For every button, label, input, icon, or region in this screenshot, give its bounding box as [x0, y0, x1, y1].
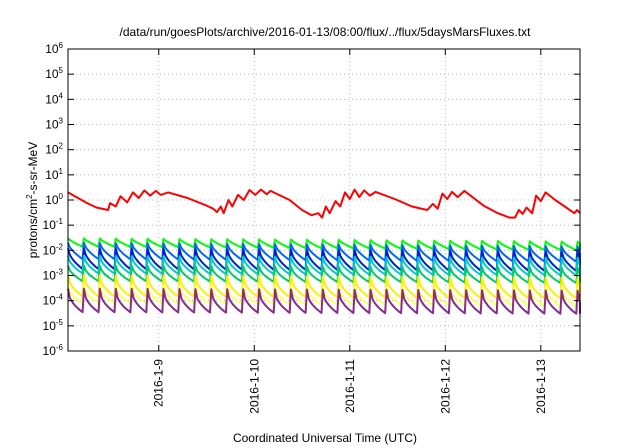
x-tick-label: 2016-1-11 — [343, 359, 357, 413]
y-tick-label-exp: 6 — [59, 41, 64, 50]
y-tick-label-base: 10 — [45, 193, 59, 207]
x-tick-label: 2016-1-10 — [247, 359, 261, 414]
y-tick-label: 106 — [45, 41, 63, 56]
y-tick-label-exp: 5 — [59, 66, 64, 75]
y-tick-label: 10-5 — [43, 318, 64, 333]
y-axis-label-sup: 2 — [25, 194, 34, 199]
axis-ticks: 10-610-510-410-310-210-11001011021031041… — [43, 41, 580, 414]
y-tick-label-base: 10 — [45, 168, 59, 182]
x-axis-label: Coordinated Universal Time (UTC) — [233, 431, 417, 445]
chart-title: /data/run/goesPlots/archive/2016-01-13/0… — [120, 25, 532, 39]
y-tick-label-exp: 3 — [59, 117, 64, 126]
y-tick-label-base: 10 — [43, 243, 57, 257]
series-line-4 — [67, 255, 581, 277]
y-tick-label: 103 — [45, 117, 63, 132]
y-tick-label-exp: 2 — [59, 142, 64, 151]
grid-lines — [68, 49, 580, 351]
y-tick-label: 10-2 — [43, 242, 64, 257]
series-line-3 — [67, 247, 581, 272]
x-tick-label: 2016-1-13 — [534, 359, 548, 414]
y-tick-label-exp: -2 — [56, 242, 64, 251]
x-tick-label: 2016-1-9 — [152, 359, 166, 407]
y-tick-label-exp: -4 — [56, 293, 64, 302]
y-tick-label-base: 10 — [43, 294, 57, 308]
y-tick-label-base: 10 — [45, 143, 59, 157]
x-tick-label: 2016-1-12 — [438, 359, 452, 414]
y-tick-label-exp: -3 — [56, 268, 64, 277]
series-line-0 — [67, 188, 581, 219]
series-line-1 — [67, 237, 581, 252]
y-tick-label-base: 10 — [45, 118, 59, 132]
y-tick-label-base: 10 — [43, 218, 57, 232]
series-line-5 — [67, 264, 581, 284]
y-tick-label-exp: -6 — [56, 343, 64, 352]
y-axis-label-post: -s-sr-MeV — [26, 142, 40, 195]
y-tick-label: 101 — [45, 167, 63, 182]
y-tick-label-base: 10 — [43, 319, 57, 333]
y-tick-label: 10-3 — [43, 268, 64, 283]
y-tick-label-exp: -1 — [56, 217, 64, 226]
y-tick-label: 104 — [45, 91, 63, 106]
y-tick-label: 10-4 — [43, 293, 64, 308]
series-line-2 — [67, 241, 581, 263]
y-axis-label: protons/cm2-s-sr-MeV — [25, 142, 40, 258]
data-series — [67, 188, 581, 315]
series-line-7 — [67, 284, 581, 307]
y-tick-label-exp: 1 — [59, 167, 64, 176]
series-line-8 — [67, 287, 581, 315]
y-tick-label: 10-1 — [43, 217, 64, 232]
y-tick-label: 105 — [45, 66, 63, 81]
y-tick-label-exp: -5 — [56, 318, 64, 327]
y-tick-label-base: 10 — [45, 67, 59, 81]
y-tick-label-base: 10 — [43, 344, 57, 358]
y-tick-label-exp: 4 — [59, 91, 64, 100]
series-line-6 — [67, 274, 581, 300]
y-tick-label: 10-6 — [43, 343, 64, 358]
y-tick-label-base: 10 — [45, 92, 59, 106]
y-tick-label-exp: 0 — [59, 192, 64, 201]
y-tick-label-base: 10 — [45, 42, 59, 56]
y-tick-label: 102 — [45, 142, 63, 157]
y-tick-label: 100 — [45, 192, 63, 207]
y-tick-label-base: 10 — [43, 269, 57, 283]
y-axis-label-pre: protons/cm — [26, 199, 40, 258]
